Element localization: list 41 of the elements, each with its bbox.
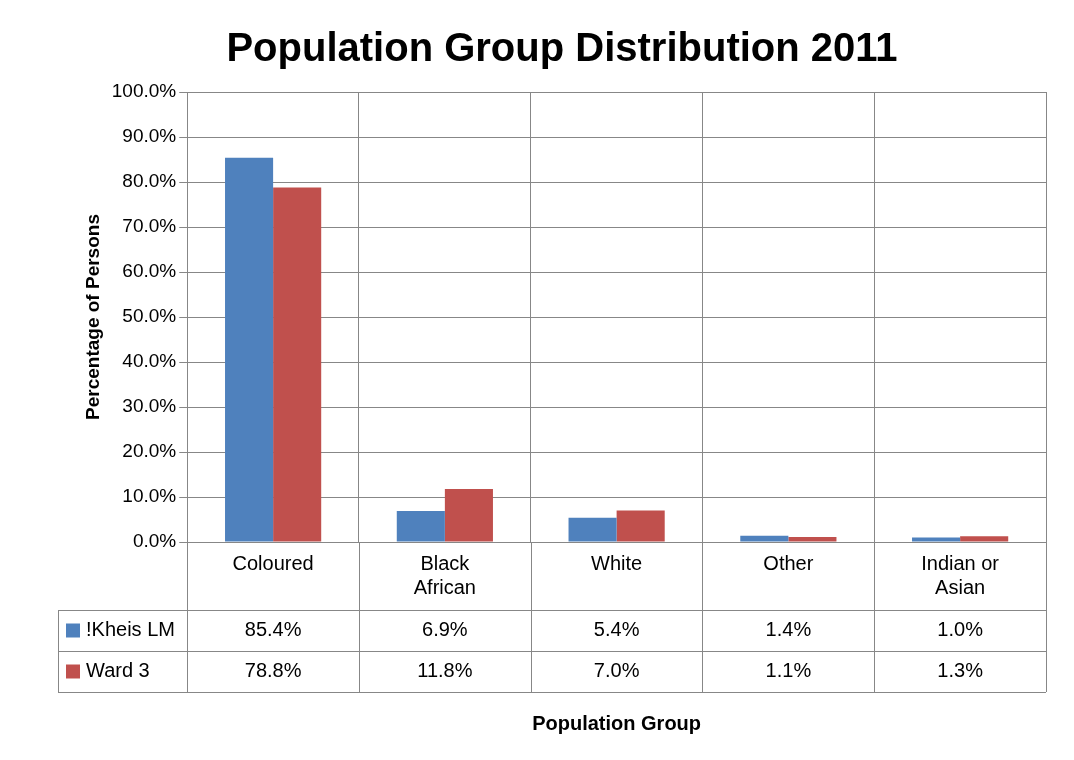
data-label: 1.1%	[765, 659, 812, 682]
bar	[960, 536, 1009, 542]
y-tick-label: 20.0%	[122, 440, 177, 462]
data-label: 5.4%	[593, 618, 640, 641]
y-tick-label: 40.0%	[122, 350, 177, 372]
data-label: 1.4%	[765, 618, 812, 641]
y-tick-label: 60.0%	[122, 260, 177, 282]
x-tick-label: Other	[763, 551, 814, 574]
legend-label: !Kheis LM	[86, 618, 175, 641]
data-label: 78.8%	[244, 659, 302, 682]
bar	[616, 510, 665, 542]
data-label: 85.4%	[244, 618, 302, 641]
y-tick-label: 70.0%	[122, 215, 177, 237]
bar	[444, 488, 493, 542]
y-axis-title: Percentage of Persons	[81, 214, 103, 420]
bar	[568, 517, 617, 542]
y-tick-label: 30.0%	[122, 395, 177, 417]
bar	[912, 537, 961, 542]
text: Population Group	[532, 711, 702, 734]
x-tick-label: Black African	[413, 551, 476, 598]
y-tick-label: 100.0%	[111, 80, 177, 102]
bar	[396, 510, 445, 542]
x-tick-label: Indian or Asian	[921, 551, 1000, 598]
bar	[788, 537, 837, 542]
data-label: 7.0%	[593, 659, 640, 682]
bar	[273, 187, 322, 542]
y-tick-label: 10.0%	[122, 485, 177, 507]
y-tick-label: 50.0%	[122, 305, 177, 327]
data-label: 6.9%	[422, 618, 468, 641]
data-label: 11.8%	[417, 659, 473, 682]
chart-title: Population Group Distribution 2011	[226, 25, 898, 70]
y-tick-label: 80.0%	[122, 170, 177, 192]
bar	[225, 157, 274, 542]
data-label: 1.3%	[937, 659, 984, 682]
bar	[740, 535, 789, 542]
y-tick-label: 90.0%	[122, 125, 177, 147]
y-tick-label: 0.0%	[132, 530, 177, 552]
x-tick-label: White	[591, 551, 643, 574]
data-label: 1.0%	[937, 618, 984, 641]
x-tick-label: Coloured	[232, 551, 314, 574]
legend-label: Ward 3	[86, 659, 150, 682]
